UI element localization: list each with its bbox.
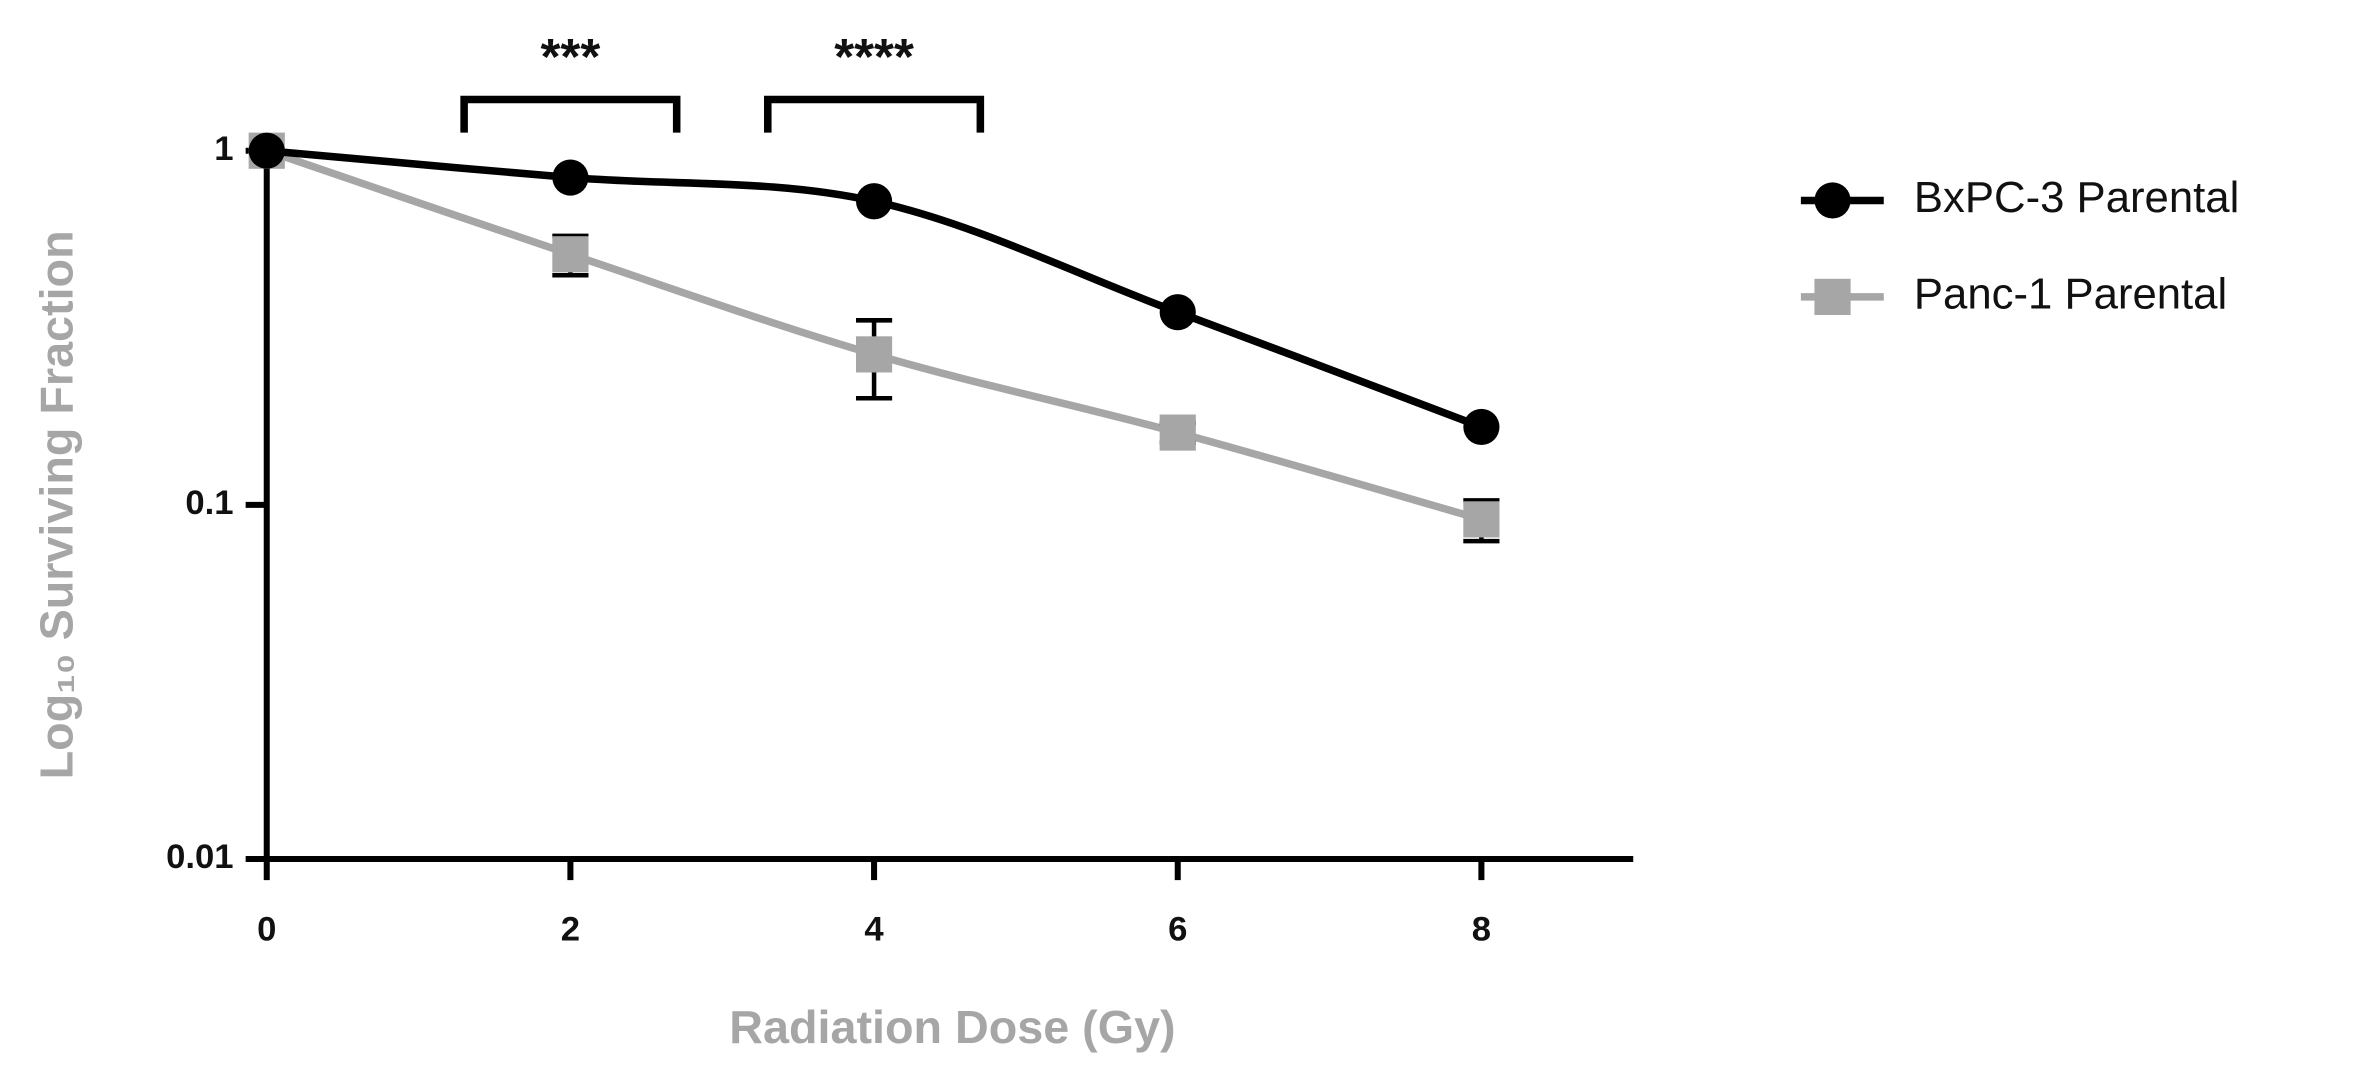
data-point [1159, 414, 1196, 451]
data-point [1463, 408, 1500, 446]
data-point [855, 183, 893, 220]
data-point [855, 336, 893, 373]
x-tick-label: 8 [1472, 911, 1491, 949]
x-tick-label: 6 [1168, 911, 1187, 949]
y-tick-label: 0.1 [185, 484, 233, 522]
legend-label: BxPC-3 Parental [1914, 173, 2239, 222]
legend-label: Panc-1 Parental [1914, 269, 2227, 318]
x-tick-label: 0 [257, 911, 276, 949]
data-point [552, 159, 589, 196]
x-tick-label: 2 [561, 911, 580, 949]
y-tick-label: 0.01 [166, 838, 233, 876]
significance-bracket [764, 95, 985, 133]
legend-marker [1814, 182, 1851, 219]
significance-label: **** [834, 28, 914, 85]
y-tick-label: 1 [214, 130, 233, 168]
significance-label: *** [540, 28, 600, 85]
x-axis-title: Radiation Dose (Gy) [729, 1001, 1175, 1053]
significance-bracket [460, 95, 681, 133]
legend-marker [1814, 278, 1851, 315]
data-point [1159, 294, 1196, 331]
data-point [1463, 501, 1500, 538]
data-point [248, 132, 285, 169]
x-tick-label: 4 [864, 911, 884, 949]
y-axis-title: Log₁₀ Surviving Fraction [31, 230, 83, 779]
data-point [552, 236, 589, 273]
